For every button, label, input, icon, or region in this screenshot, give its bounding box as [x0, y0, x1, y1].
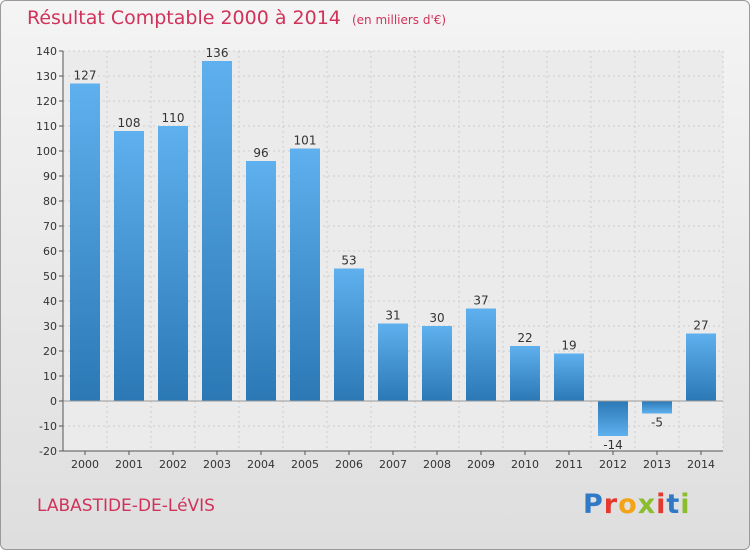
y-tick-label: 90 [43, 170, 57, 183]
y-tick-label: 130 [36, 70, 57, 83]
data-label-2013: -5 [651, 416, 663, 430]
y-tick-label: 100 [36, 145, 57, 158]
bars [70, 61, 716, 436]
data-label-2003: 136 [206, 46, 229, 60]
logo-letter: P [583, 489, 604, 520]
x-tick-label-2011: 2011 [555, 458, 583, 471]
y-tick-label: 140 [36, 45, 57, 58]
x-tick-label-2001: 2001 [115, 458, 143, 471]
x-tick-label-2006: 2006 [335, 458, 363, 471]
chart-title: Résultat Comptable 2000 à 2014 [27, 7, 341, 29]
data-label-2014: 27 [693, 319, 708, 333]
data-label-2002: 110 [162, 111, 185, 125]
data-label-2004: 96 [253, 146, 268, 160]
bar-2003 [202, 61, 232, 401]
bar-2001 [114, 131, 144, 401]
logo-letter: i [680, 489, 691, 520]
x-tick-label-2005: 2005 [291, 458, 319, 471]
bar-2013 [642, 401, 672, 414]
data-label-2005: 101 [294, 134, 317, 148]
y-tick-label: 70 [43, 220, 57, 233]
bar-2005 [290, 148, 320, 401]
y-tick-label: 110 [36, 120, 57, 133]
x-tick-label-2012: 2012 [599, 458, 627, 471]
bar-2012 [598, 401, 628, 436]
y-tick-label: 0 [50, 395, 57, 408]
x-tick-label-2013: 2013 [643, 458, 671, 471]
y-tick-label: 30 [43, 320, 57, 333]
x-tick-label-2000: 2000 [71, 458, 99, 471]
y-tick-label: 10 [43, 370, 57, 383]
logo-letter: x [637, 489, 657, 520]
data-label-2001: 108 [118, 116, 141, 130]
x-tick-label-2007: 2007 [379, 458, 407, 471]
y-tick-label: -10 [39, 420, 57, 433]
bar-2009 [466, 308, 496, 401]
x-tick-label-2014: 2014 [687, 458, 715, 471]
logo-letter: o [618, 489, 638, 520]
logo-letter: r [603, 489, 619, 520]
chart-subtitle: (en milliers d'€) [351, 13, 447, 27]
y-tick-label: 40 [43, 295, 57, 308]
commune-name: LABASTIDE-DE-LéVIS [37, 496, 215, 516]
x-tick-label-2004: 2004 [247, 458, 275, 471]
bar-2014 [686, 333, 716, 401]
bar-2011 [554, 353, 584, 401]
x-tick-label-2010: 2010 [511, 458, 539, 471]
bar-2006 [334, 268, 364, 401]
data-label-2009: 37 [473, 294, 488, 308]
y-tick-label: 60 [43, 245, 57, 258]
data-label-2000: 127 [74, 69, 97, 83]
x-tick-label-2002: 2002 [159, 458, 187, 471]
y-tick-label: -20 [39, 445, 57, 458]
bar-2010 [510, 346, 540, 401]
title-row: Résultat Comptable 2000 à 2014 (en milli… [27, 7, 446, 29]
bar-2002 [158, 126, 188, 401]
x-tick-label-2008: 2008 [423, 458, 451, 471]
data-label-2008: 30 [429, 311, 444, 325]
axes: -20 -10 0 10 20 30 40 50 60 70 80 90 100 110 120 130 140… [36, 45, 723, 471]
bar-2008 [422, 326, 452, 401]
data-label-2007: 31 [385, 309, 400, 323]
proxiti-logo: Proxiti [583, 489, 691, 520]
logo-letter: t [666, 489, 681, 520]
bar-2000 [70, 83, 100, 401]
data-label-2012: -14 [603, 438, 623, 452]
y-tick-label: 20 [43, 345, 57, 358]
y-tick-label: 120 [36, 95, 57, 108]
bar-2007 [378, 323, 408, 401]
x-tick-label-2003: 2003 [203, 458, 231, 471]
y-tick-label: 80 [43, 195, 57, 208]
y-tick-label: 50 [43, 270, 57, 283]
data-label-2010: 22 [517, 331, 532, 345]
data-labels: 127 108 110 136 96 101 53 31 30 37 22 19 -14 -5 27 [74, 46, 709, 452]
logo-letter: i [656, 489, 667, 520]
bar-2004 [246, 161, 276, 401]
x-tick-label-2009: 2009 [467, 458, 495, 471]
data-label-2006: 53 [341, 254, 356, 268]
data-label-2011: 19 [561, 339, 576, 353]
